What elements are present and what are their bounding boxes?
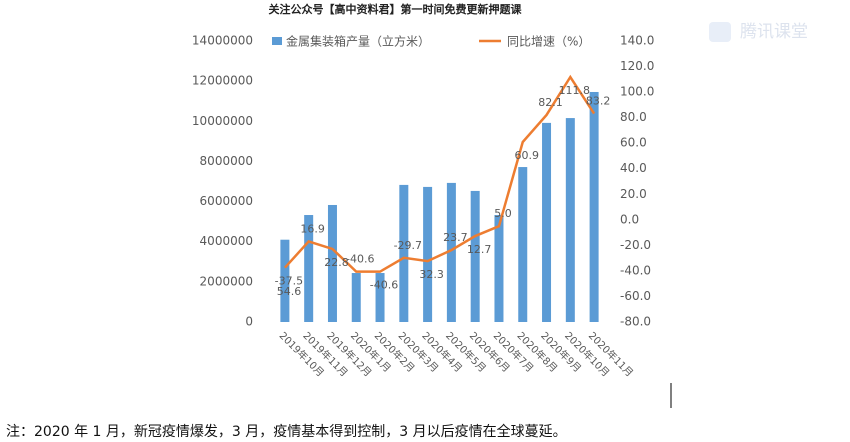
- logo-icon: [709, 22, 731, 42]
- y2-tick-label: 0.0: [620, 212, 639, 226]
- y-tick-label: 4000000: [200, 234, 253, 248]
- line: [283, 74, 596, 273]
- y2-tick-label: 60.0: [620, 136, 647, 150]
- y2-tick-label: -80.0: [620, 315, 651, 329]
- bar: [494, 215, 504, 322]
- bar: [446, 182, 456, 322]
- watermark: 关注公众号【高中资料君】第一时间免费更新押题课: [269, 2, 523, 16]
- y-tick-label: 0: [245, 315, 253, 329]
- y-tick-label: 10000000: [192, 114, 253, 128]
- data-label: 22.8: [324, 256, 349, 269]
- data-label: -40.6: [370, 279, 398, 292]
- y2-tick-label: 40.0: [620, 161, 647, 175]
- y-tick-label: 6000000: [200, 194, 253, 208]
- y-tick-label: 2000000: [200, 274, 253, 288]
- y-tick-label: 8000000: [200, 154, 253, 168]
- bar: [565, 118, 575, 323]
- y2-tick-label: 80.0: [620, 110, 647, 124]
- data-label: 16.9: [300, 222, 325, 235]
- bar: [542, 122, 552, 323]
- data-label: 111.8: [559, 84, 591, 97]
- y2-tick-label: 100.0: [620, 85, 654, 99]
- data-label: 82.1: [538, 96, 563, 109]
- note: 注：2020 年 1 月，新冠疫情爆发，3 月，疫情基本得到控制，3 月以后疫情…: [6, 423, 567, 440]
- y2-tick-label: 140.0: [620, 34, 654, 48]
- y2-tick-label: -20.0: [620, 238, 651, 252]
- bar: [375, 273, 385, 322]
- data-label: -40.6: [346, 253, 374, 266]
- bar: [351, 273, 361, 322]
- y-tick-label: 12000000: [192, 74, 253, 88]
- legend-swatch: [272, 37, 282, 45]
- bar: [304, 215, 314, 322]
- bar: [399, 184, 409, 322]
- bar: [518, 167, 528, 322]
- y2-tick-label: -40.0: [620, 263, 651, 277]
- banner-bg: [284, 2, 584, 18]
- bar: [327, 204, 337, 322]
- bar: [589, 91, 599, 322]
- y2-tick-label: -60.0: [620, 289, 651, 303]
- legend-label: 同比增速（%）: [507, 35, 590, 49]
- data-label: 12.7: [467, 243, 492, 256]
- y2-tick-label: 20.0: [620, 187, 647, 201]
- bar: [470, 190, 480, 322]
- data-label: -37.5: [275, 275, 303, 288]
- data-label: 23.7: [443, 231, 468, 244]
- data-label: 32.3: [419, 268, 444, 281]
- bar: [423, 186, 433, 322]
- logo: 腾讯课堂: [740, 22, 808, 42]
- data-label: -29.7: [394, 239, 422, 252]
- bar: [280, 239, 290, 322]
- y2-tick-label: 120.0: [620, 59, 654, 73]
- legend-label: 金属集装箱产量（立方米）: [286, 34, 430, 49]
- annotation: 54.6: [277, 285, 302, 298]
- y-tick-label: 14000000: [192, 34, 253, 48]
- data-label: 83.2: [586, 95, 611, 108]
- data-label: 5.0: [494, 207, 512, 220]
- data-label: 60.9: [515, 149, 540, 162]
